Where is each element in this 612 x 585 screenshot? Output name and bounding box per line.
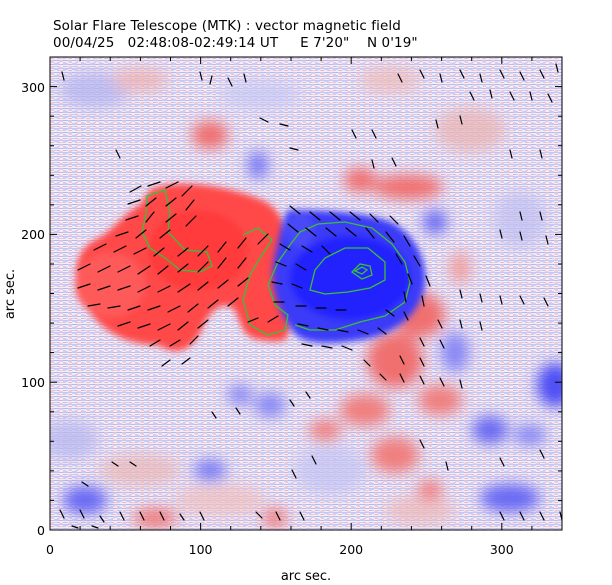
y-tick-label: 0 bbox=[37, 523, 45, 538]
x-tick-label: 300 bbox=[490, 542, 514, 557]
x-tick-label: 200 bbox=[339, 542, 363, 557]
y-tick-labels: 0 100 200 300 bbox=[21, 80, 45, 538]
x-axis-ticks bbox=[49, 57, 533, 530]
x-tick-label: 0 bbox=[46, 542, 54, 557]
observation-time-range: 02:48:08-02:49:14 UT bbox=[127, 35, 279, 51]
x-tick-label: 100 bbox=[189, 542, 213, 557]
x-tick-labels: 0 100 200 300 bbox=[46, 542, 514, 557]
field-contours bbox=[141, 189, 411, 336]
observation-north-coordinate: N 0'19" bbox=[366, 35, 418, 51]
y-tick-label: 300 bbox=[21, 80, 45, 95]
negative-polarity-region bbox=[272, 210, 426, 343]
y-axis-label: arc sec. bbox=[3, 269, 18, 319]
transverse-field-vectors bbox=[59, 63, 562, 529]
y-axis-ticks bbox=[50, 86, 562, 531]
observation-east-coordinate: E 7'20" bbox=[300, 35, 350, 51]
y-tick-label: 100 bbox=[21, 375, 45, 390]
observation-date: 00/04/25 bbox=[53, 35, 115, 51]
figure-title: Solar Flare Telescope (MTK) : vector mag… bbox=[53, 18, 401, 34]
x-axis-label: arc sec. bbox=[281, 569, 331, 584]
observation-info: 00/04/25 02:48:08-02:49:14 UT E 7'20" N … bbox=[53, 36, 418, 50]
y-tick-label: 200 bbox=[21, 227, 45, 242]
magnetogram-image bbox=[50, 57, 562, 530]
